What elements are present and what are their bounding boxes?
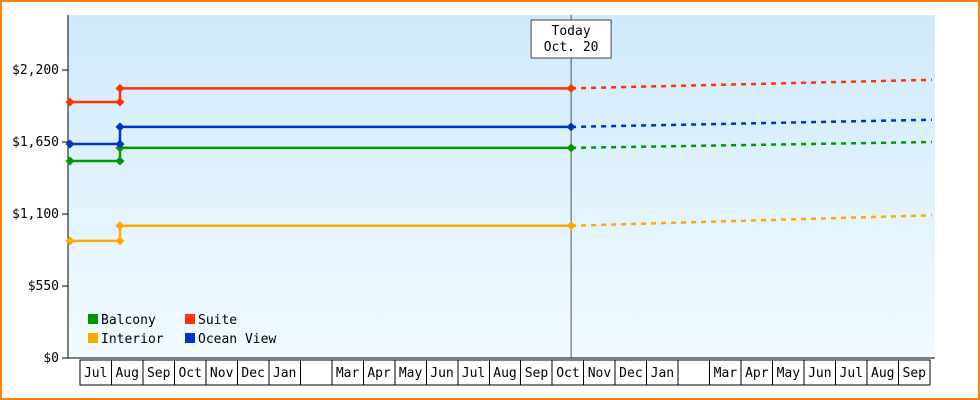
data-point-marker — [115, 83, 125, 93]
data-point-marker — [65, 139, 75, 149]
today-box-title: Today — [552, 24, 591, 39]
month-label: May — [399, 366, 423, 381]
legend-label-balcony: Balcony — [101, 313, 156, 328]
month-label: Mar — [336, 366, 360, 381]
month-label: Jun — [808, 366, 831, 381]
month-label: Apr — [367, 366, 391, 381]
month-cell — [551, 359, 585, 386]
month-cell — [331, 359, 364, 386]
month-label: Oct — [556, 366, 579, 381]
month-cell — [866, 359, 900, 386]
data-point-marker — [115, 122, 125, 132]
plot-background — [68, 15, 935, 358]
month-label: Jul — [84, 366, 107, 381]
month-label: Aug — [493, 366, 516, 381]
series-line-ocean-view — [70, 125, 572, 146]
month-label: Nov — [588, 366, 612, 381]
month-label: May — [777, 366, 801, 381]
data-point-marker — [566, 83, 576, 93]
data-point-marker — [566, 221, 576, 231]
month-cell — [614, 359, 648, 386]
month-label: Sep — [147, 366, 171, 381]
legend-label-suite: Suite — [198, 313, 237, 328]
series-forecast-ocean-view — [571, 118, 933, 129]
month-cell — [583, 359, 616, 386]
data-point-marker — [115, 221, 125, 231]
series-line-suite — [70, 87, 572, 104]
y-axis-tick-label: $550 — [28, 279, 59, 294]
month-cell — [236, 359, 270, 386]
month-label: Nov — [210, 366, 234, 381]
series-forecast-suite — [571, 78, 933, 90]
data-point-marker — [115, 97, 125, 107]
series-forecast-balcony — [571, 140, 933, 150]
y-axis-tick-label: $2,200 — [12, 63, 59, 78]
series-line-interior — [70, 224, 572, 243]
today-box — [530, 19, 612, 59]
series-forecast-interior — [571, 214, 933, 228]
month-cell — [646, 359, 679, 386]
series-line-balcony — [70, 146, 572, 163]
y-axis-tick-label: $1,650 — [12, 135, 59, 150]
legend-swatch-suite — [185, 314, 195, 324]
data-point-marker — [115, 236, 125, 246]
data-point-marker — [566, 122, 576, 132]
month-label: Jan — [651, 366, 674, 381]
data-point-marker — [115, 156, 125, 166]
month-cell — [803, 359, 837, 386]
data-point-marker — [115, 139, 125, 149]
month-cell — [268, 359, 301, 386]
y-axis-tick-label: $1,100 — [12, 207, 59, 222]
month-label: Jun — [430, 366, 453, 381]
data-point-marker — [65, 236, 75, 246]
month-cell — [110, 359, 144, 386]
legend-label-ocean-view: Ocean View — [198, 332, 276, 347]
month-cell — [299, 359, 333, 386]
month-label: Dec — [241, 366, 264, 381]
data-point-marker — [566, 143, 576, 153]
month-label: Aug — [871, 366, 894, 381]
data-point-marker — [65, 156, 75, 166]
legend-swatch-interior — [88, 333, 98, 343]
legend-swatch-balcony — [88, 314, 98, 324]
month-cell — [520, 359, 553, 386]
month-cell — [740, 359, 774, 386]
month-label: Jan — [273, 366, 296, 381]
month-cell — [898, 359, 931, 386]
month-cell — [79, 359, 112, 386]
legend-swatch-ocean-view — [185, 333, 195, 343]
month-cell — [362, 359, 396, 386]
month-label: Jul — [840, 366, 863, 381]
legend-label-interior: Interior — [101, 332, 164, 347]
month-cell — [457, 359, 490, 386]
month-label: Sep — [525, 366, 549, 381]
month-cell — [709, 359, 742, 386]
month-label: Aug — [115, 366, 138, 381]
month-label: Dec — [619, 366, 642, 381]
month-label: Mar — [714, 366, 738, 381]
month-cell — [835, 359, 868, 386]
today-box-date: Oct. 20 — [544, 40, 599, 55]
month-label: Jul — [462, 366, 485, 381]
month-cell — [488, 359, 522, 386]
month-cell — [677, 359, 711, 386]
y-axis-tick-label: $0 — [43, 351, 59, 366]
month-label: Sep — [903, 366, 927, 381]
month-cell — [425, 359, 459, 386]
month-label: Apr — [745, 366, 769, 381]
month-label: Oct — [178, 366, 201, 381]
data-point-marker — [65, 97, 75, 107]
